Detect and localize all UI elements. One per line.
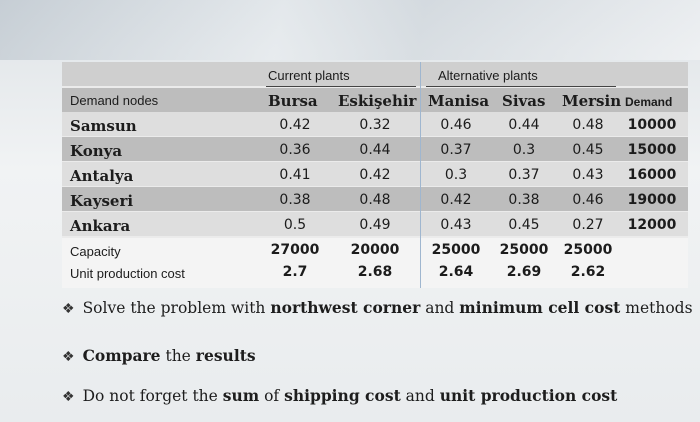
cost-cell: 0.3	[444, 167, 468, 183]
cost-cell: 0.45	[508, 217, 540, 233]
current-group-underline	[266, 86, 416, 87]
bullet-star-icon: ❖	[62, 349, 75, 365]
bullet-text: Compare the results	[82, 346, 256, 365]
cost-cell: 0.38	[508, 192, 540, 208]
instruction-bullet-1: ❖ Solve the problem with northwest corner…	[62, 298, 693, 317]
row-band-ankara	[62, 212, 688, 236]
cost-cell: 0.43	[440, 217, 472, 233]
cost-cell: 0.42	[359, 167, 391, 183]
plant-header-manisa: Manisa	[428, 92, 490, 110]
demand-header: Demand	[625, 95, 673, 109]
capacity-cell: 25000	[431, 242, 481, 258]
header-band	[62, 62, 688, 86]
cost-cell: 0.44	[508, 117, 540, 133]
demand-cell: 12000	[627, 217, 677, 233]
row-band-samsun	[62, 112, 688, 136]
row-label-kayseri: Kayseri	[70, 192, 134, 210]
demand-cell: 16000	[627, 167, 677, 183]
cost-cell: 0.41	[279, 167, 311, 183]
unit-cost-cell: 2.69	[506, 264, 542, 280]
row-band-antalya	[62, 162, 688, 186]
column-divider	[420, 62, 421, 288]
cost-cell: 0.38	[279, 192, 311, 208]
capacity-cell: 27000	[270, 242, 320, 258]
cost-cell: 0.49	[359, 217, 391, 233]
column-header-band	[62, 88, 688, 112]
instruction-bullet-2: ❖ Compare the results	[62, 346, 256, 365]
capacity-label: Capacity	[70, 244, 121, 259]
cost-cell: 0.36	[279, 142, 311, 158]
unit-cost-label: Unit production cost	[70, 266, 185, 281]
instruction-bullet-3: ❖ Do not forget the sum of shipping cost …	[62, 386, 617, 405]
unit-cost-cell: 2.64	[438, 264, 474, 280]
cost-cell: 0.46	[572, 192, 604, 208]
cost-cell: 0.37	[508, 167, 540, 183]
cost-cell: 0.48	[572, 117, 604, 133]
plant-header-sivas: Sivas	[502, 92, 546, 110]
slide-background	[0, 0, 700, 60]
cost-cell: 0.5	[283, 217, 307, 233]
capacity-cell: 20000	[350, 242, 400, 258]
cost-cell: 0.27	[572, 217, 604, 233]
cost-cell: 0.44	[359, 142, 391, 158]
unit-cost-cell: 2.7	[282, 264, 308, 280]
demand-cell: 15000	[627, 142, 677, 158]
alternative-group-underline	[426, 86, 616, 87]
footer-band	[62, 238, 688, 288]
row-label-ankara: Ankara	[70, 217, 131, 235]
plant-header-bursa: Bursa	[268, 92, 318, 110]
demand-cell: 10000	[627, 117, 677, 133]
bullet-text: Solve the problem with northwest corner …	[82, 298, 693, 317]
unit-cost-cell: 2.68	[357, 264, 393, 280]
capacity-cell: 25000	[563, 242, 613, 258]
demand-cell: 19000	[627, 192, 677, 208]
cost-cell: 0.48	[359, 192, 391, 208]
cost-cell: 0.42	[279, 117, 311, 133]
alternative-plants-header: Alternative plants	[438, 68, 538, 83]
bullet-star-icon: ❖	[62, 389, 75, 405]
cost-cell: 0.43	[572, 167, 604, 183]
cost-cell: 0.42	[440, 192, 472, 208]
cost-cell: 0.45	[572, 142, 604, 158]
current-plants-header: Current plants	[268, 68, 350, 83]
row-label-konya: Konya	[70, 142, 123, 160]
demand-nodes-header: Demand nodes	[70, 93, 159, 108]
cost-cell: 0.37	[440, 142, 472, 158]
plant-header-mersin: Mersin	[562, 92, 622, 110]
capacity-cell: 25000	[499, 242, 549, 258]
bullet-star-icon: ❖	[62, 301, 75, 317]
cost-cell: 0.32	[359, 117, 391, 133]
cost-cell: 0.3	[512, 142, 536, 158]
bullet-text: Do not forget the sum of shipping cost a…	[82, 386, 618, 405]
cost-cell: 0.46	[440, 117, 472, 133]
row-label-samsun: Samsun	[70, 117, 137, 135]
row-label-antalya: Antalya	[70, 167, 134, 185]
row-band-kayseri	[62, 187, 688, 211]
plant-header-eskisehir: Eskişehir	[338, 92, 417, 110]
cost-table: Current plants Alternative plants Demand…	[62, 62, 688, 288]
unit-cost-cell: 2.62	[570, 264, 606, 280]
row-band-konya	[62, 137, 688, 161]
